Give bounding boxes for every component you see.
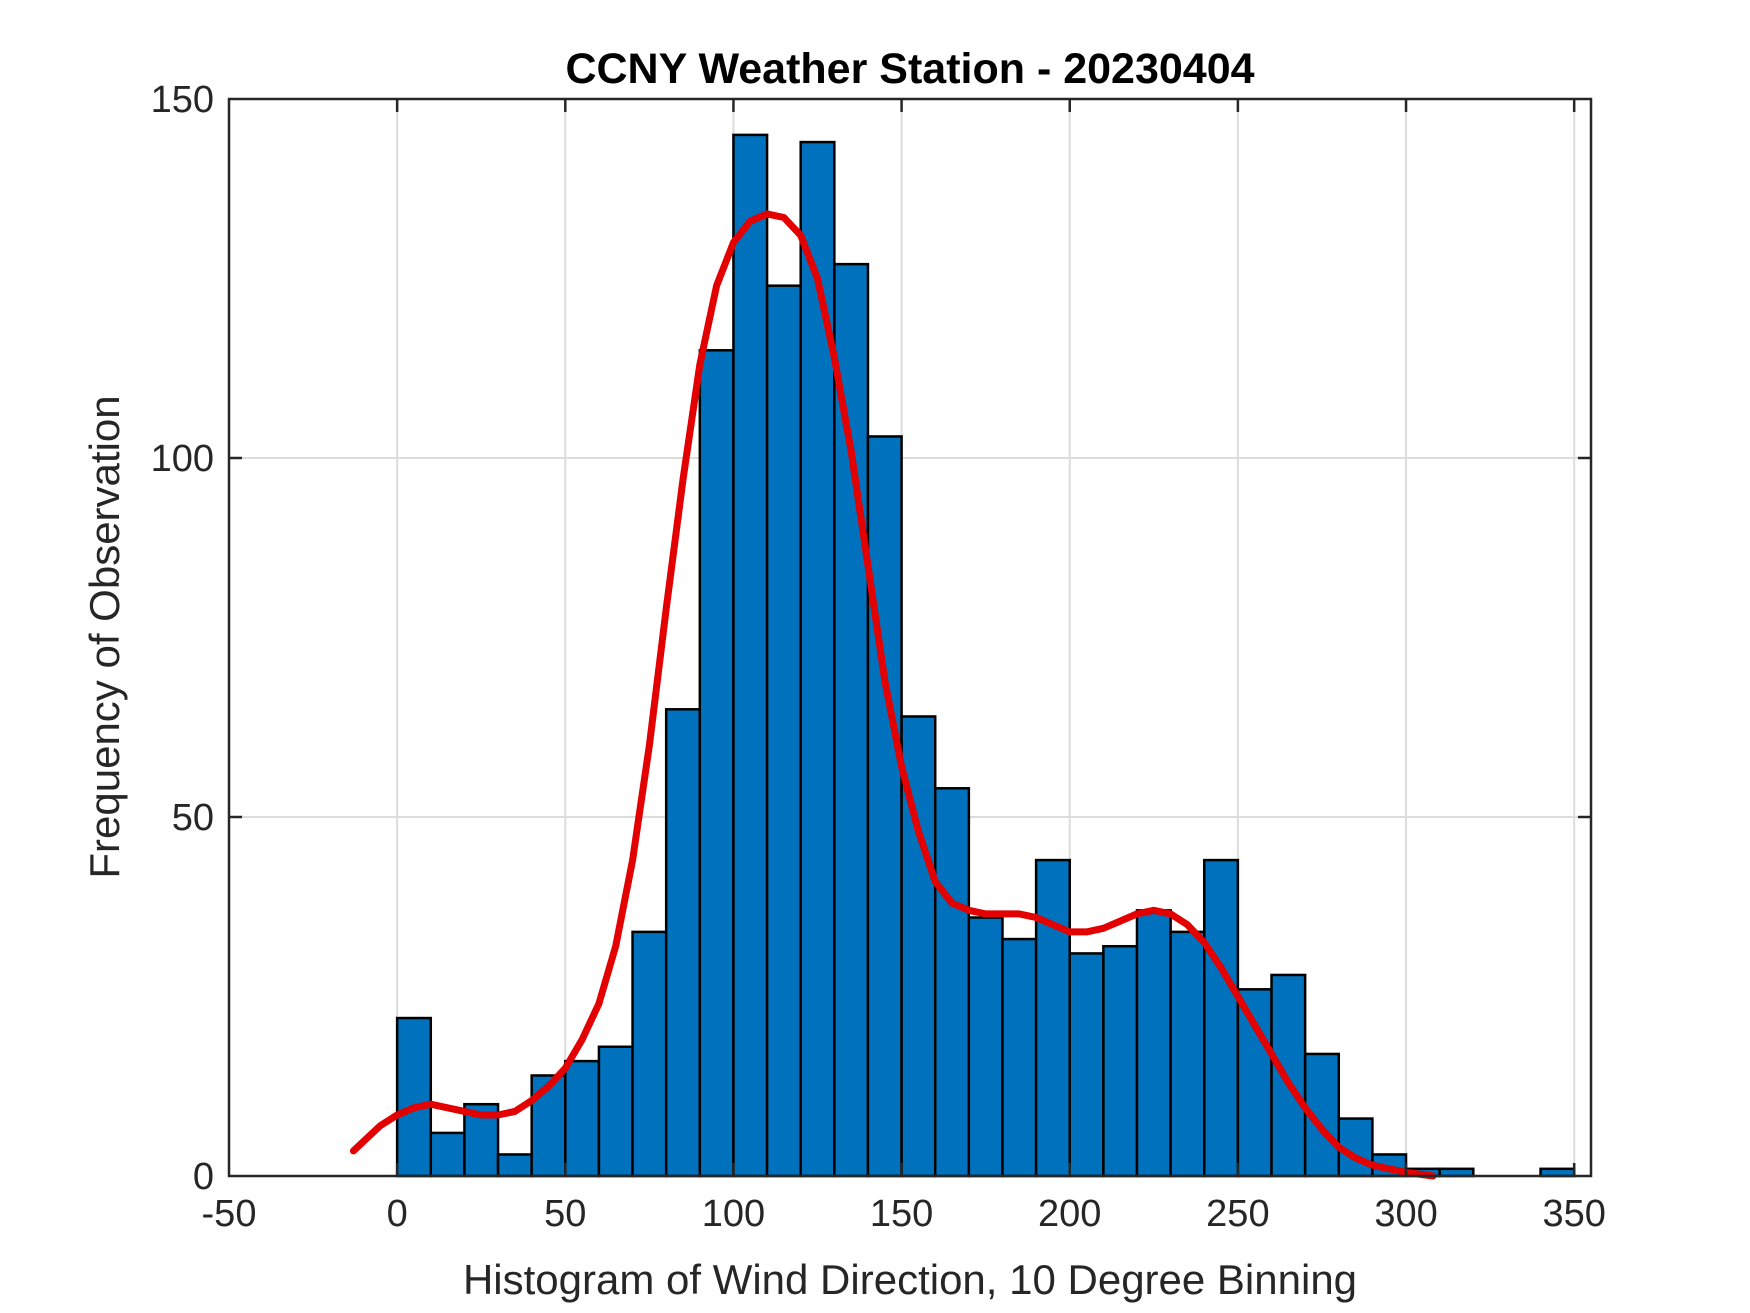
- density-curve-layer: [349, 210, 1437, 1180]
- density-curve: [349, 210, 1437, 1180]
- x-axis-label: Histogram of Wind Direction, 10 Degree B…: [463, 1256, 1357, 1303]
- histogram-bar: [1135, 909, 1172, 1178]
- histogram-bar: [967, 916, 1004, 1178]
- x-tick-label: 50: [544, 1193, 586, 1235]
- histogram-bar: [1236, 988, 1273, 1178]
- histogram-bar: [799, 140, 836, 1178]
- histogram-bar: [564, 1059, 601, 1178]
- x-tick-label: 300: [1374, 1193, 1437, 1235]
- y-tick-label: 0: [193, 1156, 214, 1198]
- histogram-bars: [395, 133, 1576, 1178]
- histogram-bar: [395, 1016, 433, 1178]
- x-tick-label: 250: [1206, 1193, 1269, 1235]
- histogram-bar: [732, 133, 769, 1178]
- histogram-bar: [597, 1045, 634, 1178]
- histogram-bar: [631, 930, 668, 1178]
- x-tick-label: 0: [387, 1193, 408, 1235]
- x-tick-label: -50: [202, 1193, 257, 1235]
- histogram-bar: [1169, 930, 1206, 1178]
- histogram-bar: [933, 787, 971, 1178]
- histogram-bar: [1068, 952, 1105, 1178]
- x-tick-label: 100: [702, 1193, 765, 1235]
- histogram-bar: [866, 435, 903, 1178]
- y-tick-label: 150: [151, 79, 214, 121]
- y-tick-label: 100: [151, 438, 214, 480]
- chart-title: CCNY Weather Station - 20230404: [565, 45, 1254, 93]
- histogram-bar: [1102, 944, 1139, 1178]
- x-tick-label: 200: [1038, 1193, 1101, 1235]
- x-tick-label: 150: [870, 1193, 933, 1235]
- histogram-bar: [698, 349, 735, 1178]
- histogram-bar: [765, 284, 802, 1178]
- histogram-bar: [1203, 858, 1240, 1178]
- histogram-bar: [1034, 858, 1071, 1178]
- x-tick-label: 350: [1542, 1193, 1605, 1235]
- histogram-bar: [429, 1131, 466, 1178]
- y-axis-label: Frequency of Observation: [81, 395, 128, 878]
- axes-box: [227, 97, 1593, 1178]
- histogram-bar: [1270, 973, 1307, 1178]
- y-tick-label: 50: [172, 797, 214, 839]
- histogram-bar: [664, 708, 702, 1178]
- histogram-bar: [1001, 937, 1038, 1178]
- histogram-bar: [496, 1153, 533, 1178]
